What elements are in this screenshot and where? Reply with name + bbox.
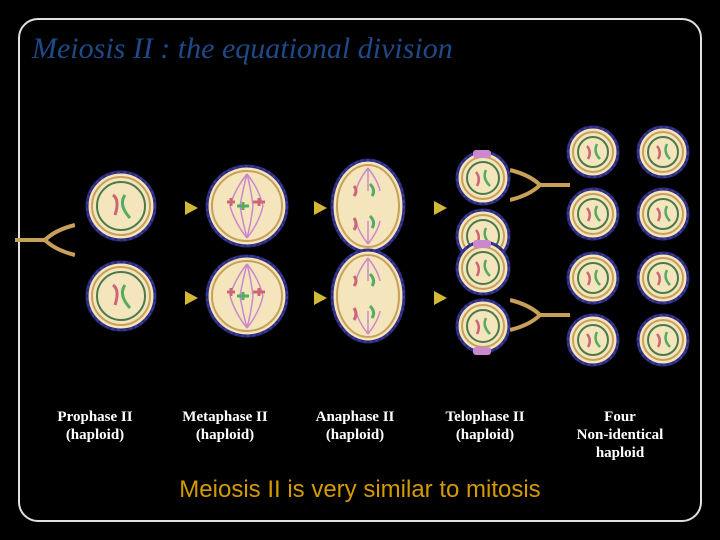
phase-name: Telophase II bbox=[420, 408, 550, 426]
phase-label-metaphase: Metaphase II (haploid) bbox=[160, 408, 290, 462]
phase-sub: (haploid) bbox=[160, 426, 290, 444]
prophase-cell-top bbox=[85, 170, 157, 242]
arrow-icon bbox=[412, 288, 447, 308]
input-split-icon bbox=[15, 220, 75, 260]
phase-sub2: haploid bbox=[550, 444, 690, 462]
arrow-icon bbox=[163, 198, 198, 218]
phase-label-prophase: Prophase II (haploid) bbox=[30, 408, 160, 462]
prophase-cell-bottom bbox=[85, 260, 157, 332]
phase-name: Anaphase II bbox=[290, 408, 420, 426]
phase-label-result: Four Non-identical haploid bbox=[550, 408, 690, 462]
phase-sub: (haploid) bbox=[290, 426, 420, 444]
meiosis-diagram bbox=[30, 120, 690, 360]
telophase-pair-bottom bbox=[448, 240, 518, 360]
result-cells-bottom bbox=[565, 250, 700, 375]
phase-labels: Prophase II (haploid) Metaphase II (hapl… bbox=[30, 408, 690, 462]
metaphase-cell-top bbox=[205, 164, 289, 248]
phase-sub: Non-identical bbox=[550, 426, 690, 444]
arrow-icon bbox=[163, 288, 198, 308]
phase-label-anaphase: Anaphase II (haploid) bbox=[290, 408, 420, 462]
phase-label-telophase: Telophase II (haploid) bbox=[420, 408, 550, 462]
metaphase-cell-bottom bbox=[205, 254, 289, 338]
phase-sub: (haploid) bbox=[420, 426, 550, 444]
anaphase-cell-bottom bbox=[328, 246, 408, 346]
output-split-top-icon bbox=[510, 165, 570, 205]
phase-name: Metaphase II bbox=[160, 408, 290, 426]
arrow-icon bbox=[292, 198, 327, 218]
result-cells-top bbox=[565, 124, 700, 249]
output-split-bottom-icon bbox=[510, 295, 570, 335]
anaphase-cell-top bbox=[328, 156, 408, 256]
phase-name: Four bbox=[550, 408, 690, 426]
phase-name: Prophase II bbox=[30, 408, 160, 426]
arrow-icon bbox=[292, 288, 327, 308]
footer-text: Meiosis II is very similar to mitosis bbox=[0, 476, 720, 504]
slide-title: Meiosis II : the equational division bbox=[32, 32, 453, 66]
phase-sub: (haploid) bbox=[30, 426, 160, 444]
arrow-icon bbox=[412, 198, 447, 218]
